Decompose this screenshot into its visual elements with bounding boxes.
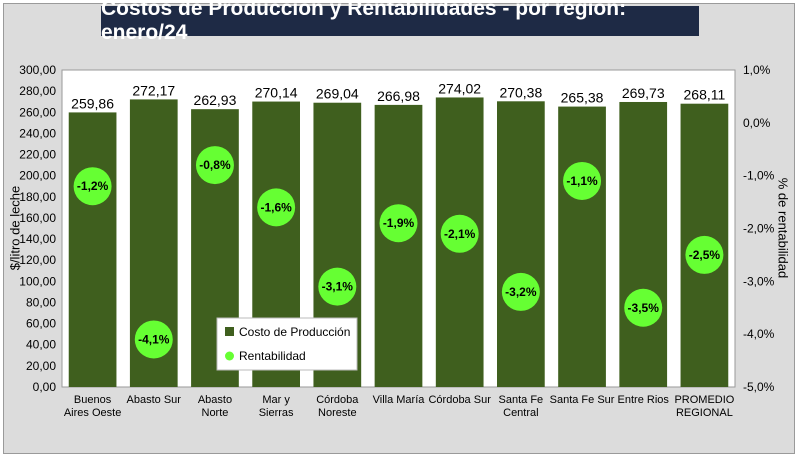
rentabilidad-label: -1,1% bbox=[566, 174, 598, 188]
y-tick-label: 260,00 bbox=[19, 105, 56, 119]
x-tick-label: Mar y bbox=[262, 394, 290, 406]
rentabilidad-point bbox=[318, 267, 357, 306]
bar-value-label: 266,98 bbox=[377, 88, 420, 104]
y-tick-label: 180,00 bbox=[19, 190, 56, 204]
x-tick-label: Entre Rios bbox=[618, 394, 670, 406]
rentabilidad-label: -2,1% bbox=[444, 227, 476, 241]
x-tick-label: REGIONAL bbox=[676, 407, 733, 419]
rentabilidad-label: -1,9% bbox=[383, 216, 415, 230]
rentabilidad-point bbox=[134, 320, 173, 359]
x-tick-label: Córdoba bbox=[316, 394, 359, 406]
y-tick-label: 240,00 bbox=[19, 126, 56, 140]
rentabilidad-point bbox=[195, 146, 234, 185]
rentabilidad-point bbox=[257, 188, 296, 227]
y-tick-label: 200,00 bbox=[19, 169, 56, 183]
x-tick-label: Noreste bbox=[318, 407, 357, 419]
x-tick-label: Santa Fe Sur bbox=[550, 394, 615, 406]
rentabilidad-point bbox=[624, 288, 663, 327]
x-tick-label: Córdoba Sur bbox=[428, 394, 491, 406]
y-tick-label: 0,00 bbox=[33, 380, 57, 394]
y-tick-label: 300,00 bbox=[19, 63, 56, 77]
bar-value-label: 272,17 bbox=[132, 82, 175, 98]
rentabilidad-label: -3,2% bbox=[505, 285, 537, 299]
rentabilidad-point bbox=[685, 235, 724, 274]
legend-swatch-costo bbox=[225, 327, 234, 336]
y-tick-label: 40,00 bbox=[26, 338, 56, 352]
x-tick-label: Norte bbox=[202, 407, 229, 419]
rentabilidad-label: -4,1% bbox=[138, 332, 170, 346]
bar-costo bbox=[68, 112, 117, 387]
bar-value-label: 270,38 bbox=[499, 84, 542, 100]
x-tick-label: Santa Fe bbox=[499, 394, 544, 406]
legend-label-costo: Costo de Producción bbox=[239, 325, 350, 339]
y-tick-label: 60,00 bbox=[26, 317, 56, 331]
rentabilidad-point bbox=[379, 204, 418, 243]
y2-tick-label: 0,0% bbox=[743, 116, 771, 130]
bar-value-label: 262,93 bbox=[194, 92, 237, 108]
y2-tick-label: 1,0% bbox=[743, 63, 771, 77]
legend-swatch-rentabilidad bbox=[225, 351, 234, 361]
bar-value-label: 265,38 bbox=[561, 90, 604, 106]
bar-costo bbox=[374, 104, 423, 387]
y2-tick-label: -5,0% bbox=[743, 380, 775, 394]
y-tick-label: 160,00 bbox=[19, 211, 56, 225]
bar-costo bbox=[619, 101, 668, 388]
y-tick-label: 280,00 bbox=[19, 84, 56, 98]
y2-tick-label: -1,0% bbox=[743, 169, 775, 183]
rentabilidad-point bbox=[501, 272, 540, 311]
legend-label-rentabilidad: Rentabilidad bbox=[239, 349, 306, 363]
x-tick-label: Abasto Sur bbox=[127, 394, 182, 406]
y2-tick-label: -3,0% bbox=[743, 274, 775, 288]
bar-value-label: 269,73 bbox=[622, 85, 665, 101]
y-tick-label: 80,00 bbox=[26, 295, 56, 309]
rentabilidad-point bbox=[440, 214, 479, 253]
x-tick-label: Villa María bbox=[373, 394, 426, 406]
bar-costo bbox=[497, 101, 545, 388]
y-tick-label: 20,00 bbox=[26, 359, 56, 373]
x-tick-label: Buenos bbox=[74, 394, 112, 406]
rentabilidad-point bbox=[563, 161, 602, 200]
rentabilidad-label: -3,1% bbox=[322, 280, 354, 294]
bar-costo bbox=[558, 106, 606, 388]
rentabilidad-label: -1,2% bbox=[77, 179, 109, 193]
legend bbox=[216, 317, 358, 371]
x-tick-label: Aires Oeste bbox=[64, 407, 121, 419]
y2-tick-label: -2,0% bbox=[743, 222, 775, 236]
bar-value-label: 268,11 bbox=[684, 87, 726, 103]
x-tick-label: Sierras bbox=[259, 407, 294, 419]
y-tick-label: 220,00 bbox=[19, 148, 56, 162]
rentabilidad-label: -2,5% bbox=[689, 248, 721, 262]
bar-value-label: 269,04 bbox=[316, 86, 359, 102]
x-tick-label: Abasto bbox=[198, 394, 232, 406]
x-tick-label: Central bbox=[503, 407, 538, 419]
bar-value-label: 270,14 bbox=[255, 85, 298, 101]
rentabilidad-label: -3,5% bbox=[628, 301, 660, 315]
rentabilidad-label: -1,6% bbox=[260, 200, 292, 214]
y2-tick-label: -4,0% bbox=[743, 327, 775, 341]
rentabilidad-label: -0,8% bbox=[199, 158, 231, 172]
y-tick-label: 100,00 bbox=[19, 274, 56, 288]
x-tick-label: PROMEDIO bbox=[674, 394, 734, 406]
bar-value-label: 259,86 bbox=[71, 95, 114, 111]
bar-value-label: 274,02 bbox=[438, 80, 481, 96]
y-tick-label: 120,00 bbox=[19, 253, 56, 267]
rentabilidad-point bbox=[73, 167, 112, 206]
y-tick-label: 140,00 bbox=[19, 232, 56, 246]
